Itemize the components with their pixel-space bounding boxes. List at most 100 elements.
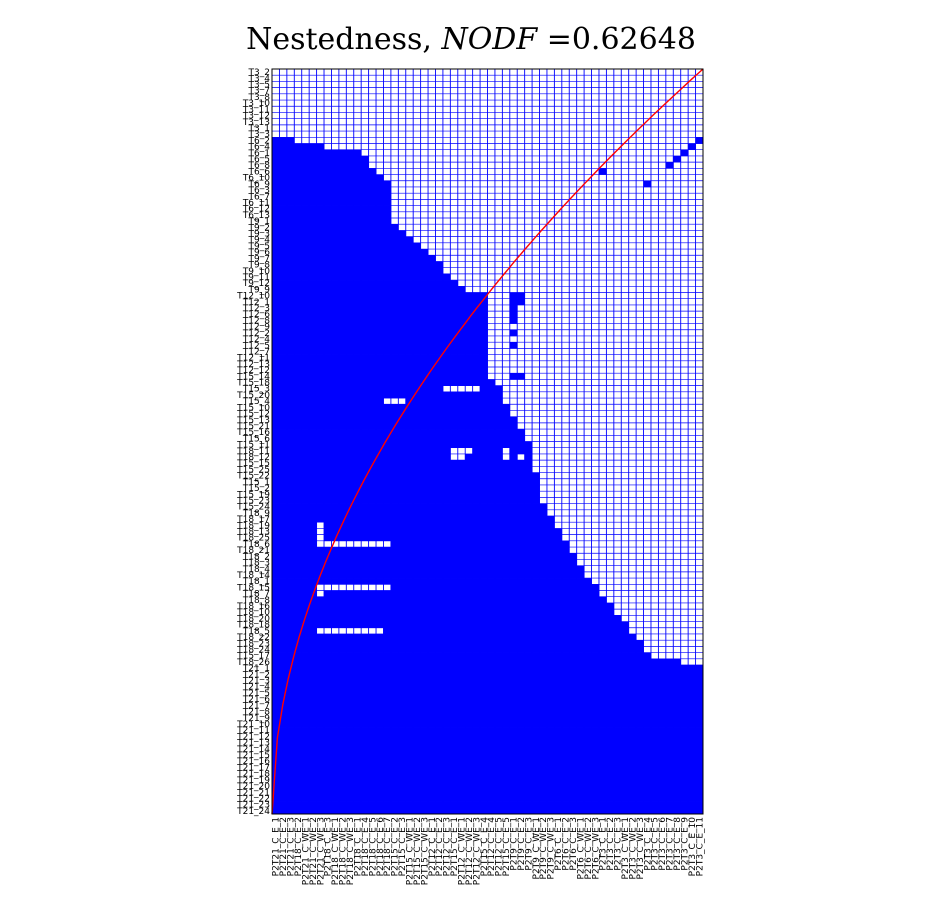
x-tick-label: P2T18_C_E_5 <box>368 817 378 876</box>
x-tick-label: P2T21_C_WE_1 <box>301 817 311 885</box>
y-tick-label: T9_5 <box>248 242 270 252</box>
x-tick-label: P2T12_C_E_2 <box>435 817 445 876</box>
matrix-cell-run <box>680 149 689 157</box>
x-tick-label: P2T3_C_WE_3 <box>636 817 646 879</box>
x-tick-label: P2T21_C_WE_2 <box>309 817 319 885</box>
matrix-cell-run <box>272 416 518 424</box>
y-tick-label: T21_17 <box>236 763 270 773</box>
y-tick-label: T18_7 <box>242 590 270 600</box>
y-tick-label: T3_4 <box>248 74 271 84</box>
y-tick-label: T6_6 <box>248 167 271 177</box>
matrix-cell-run <box>272 559 577 566</box>
y-tick-label: T18_10 <box>236 608 270 618</box>
matrix-cell-run <box>524 453 533 461</box>
matrix-cell-run <box>272 553 577 560</box>
y-tick-label: T6_10 <box>242 174 270 184</box>
matrix-cell-run <box>509 453 518 461</box>
y-tick-label: T21_3 <box>242 677 270 687</box>
y-tick-label: T18_5 <box>242 627 270 637</box>
y-tick-label: T18_12 <box>236 453 270 463</box>
matrix-cell-run <box>405 398 503 405</box>
x-tick-label: P2T3_C_E_6 <box>658 817 668 871</box>
x-tick-label: P2T18_C_E_4 <box>361 817 371 877</box>
matrix-cell-run <box>272 311 488 318</box>
y-tick-label: T18_24 <box>236 645 270 655</box>
x-tick-label: P2T21_C_E_2 <box>279 817 289 876</box>
x-tick-label: P2T18_C_WE_3 <box>346 817 356 885</box>
y-tick-label: T12_13 <box>236 360 270 370</box>
x-tick-label: P2T3_C_E_1 <box>599 817 609 871</box>
y-tick-label: T12_11 <box>236 354 270 364</box>
y-tick-label: T3_8 <box>248 93 271 103</box>
matrix-cell-run <box>688 143 696 151</box>
x-tick-label: P2T18_C_WE_1 <box>331 817 341 885</box>
matrix-cell-run <box>272 373 488 380</box>
y-tick-label: T18_19 <box>236 521 270 531</box>
y-tick-label: T3_2 <box>248 68 270 78</box>
y-tick-label: T15_16 <box>236 428 270 438</box>
y-tick-label: T18_9 <box>242 509 270 519</box>
x-tick-label: P2T12_C_WE_3 <box>472 817 482 885</box>
matrix-cell-run <box>272 658 682 666</box>
y-tick-label: T6_7 <box>248 192 270 202</box>
x-tick-label: P2T9_C_E_2 <box>517 817 527 871</box>
matrix-border <box>271 68 704 815</box>
y-tick-label: T18_6 <box>242 540 270 550</box>
x-tick-label: P2T15_C_WE_1 <box>405 817 415 885</box>
y-tick-label: T15_18 <box>236 379 270 389</box>
matrix-cell-run <box>665 162 674 169</box>
matrix-cell-run <box>272 329 488 337</box>
y-tick-label: T3_3 <box>248 130 270 140</box>
y-tick-label: T18_16 <box>236 602 270 612</box>
y-tick-label: T12_1 <box>242 298 270 308</box>
y-tick-label: T18_2 <box>242 552 270 562</box>
matrix-cell-run <box>272 652 652 660</box>
matrix-cell-run <box>272 385 444 393</box>
x-tick-label: P2T15_C_E_5 <box>502 817 512 876</box>
y-tick-label: T18_3 <box>242 559 270 569</box>
y-tick-label: T6_8 <box>248 161 271 171</box>
matrix-cell-run <box>272 578 592 585</box>
y-tick-label: T6_13 <box>242 211 270 221</box>
x-tick-label: P2T21_C_E_1 <box>272 817 282 876</box>
x-tick-label: P2T21_C_E_3 <box>287 817 297 876</box>
y-tick-label: T12_9 <box>242 323 270 333</box>
x-tick-label: P2T15_C_E_2 <box>391 817 401 876</box>
x-tick-label: P2T6_C_E_1 <box>554 817 564 871</box>
x-tick-label: P2T18_C_WE_2 <box>339 817 349 885</box>
x-tick-label: P2T6_C_WE_2 <box>584 817 594 879</box>
x-tick-label: P2T9_C_E_1 <box>510 817 520 871</box>
y-tick-label: T21_21 <box>236 788 270 798</box>
y-tick-label: T3_13 <box>242 118 270 128</box>
x-tick-label: P2T3_C_E_5 <box>651 817 661 871</box>
y-tick-label: T21_10 <box>236 720 270 730</box>
y-tick-label: T21_19 <box>236 776 270 786</box>
matrix-cell-run <box>272 360 488 368</box>
y-tick-label: T15_12 <box>236 410 270 420</box>
matrix-cell-run <box>272 236 414 244</box>
y-tick-label: T6_5 <box>248 155 270 165</box>
y-tick-label: T15_21 <box>236 422 270 432</box>
x-tick-label: P2T6_C_E_3 <box>569 817 579 871</box>
x-tick-label: P2T6_C_E_2 <box>562 817 572 871</box>
x-tick-label: P2T18_C_E_6 <box>376 817 386 877</box>
matrix-cell-run <box>272 267 444 275</box>
y-tick-label: T21_9 <box>242 714 270 724</box>
y-tick-label: T15_1 <box>242 478 270 488</box>
y-tick-label: T12_6 <box>242 310 270 320</box>
y-tick-label: T12_12 <box>236 366 270 376</box>
y-tick-label: T9_11 <box>242 273 270 283</box>
y-tick-label: T9_12 <box>242 279 270 289</box>
y-tick-label: T6_11 <box>242 198 270 208</box>
y-tick-label: T18_25 <box>236 534 270 544</box>
y-tick-label: T12_2 <box>242 329 270 339</box>
y-tick-label: T21_22 <box>236 794 270 804</box>
x-tick-label: P2T3_C_WE_1 <box>621 817 631 879</box>
y-tick-label: T15_10 <box>236 403 270 413</box>
x-tick-label: P2T12_C_E_3 <box>443 817 453 876</box>
y-tick-label: T3_5 <box>248 81 270 91</box>
y-tick-label: T12_3 <box>242 304 270 314</box>
y-tick-label: T18_13 <box>236 528 270 538</box>
matrix-cell-run <box>272 615 622 622</box>
